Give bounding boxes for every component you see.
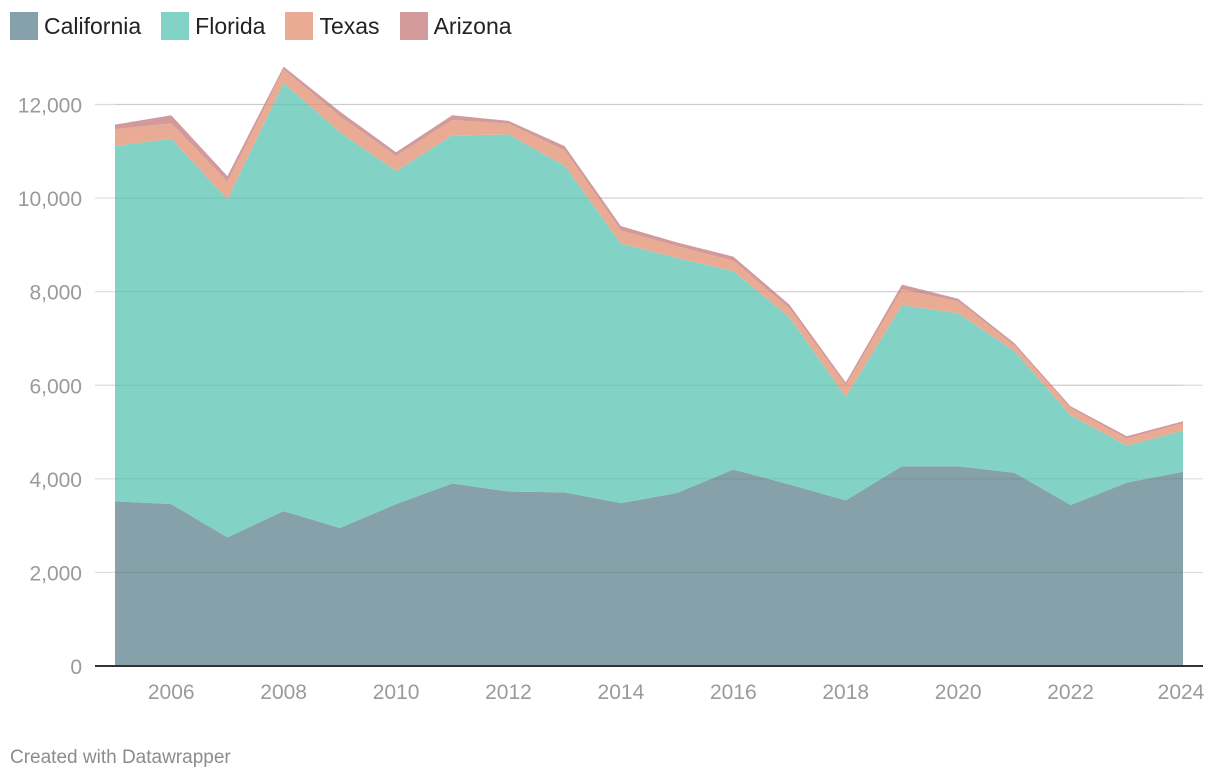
y-tick-label: 2,000 — [29, 562, 82, 585]
chart-legend: California Florida Texas Arizona — [10, 12, 512, 40]
y-tick-label: 0 — [70, 656, 82, 679]
x-tick-label: 2014 — [598, 681, 645, 704]
x-tick-label: 2022 — [1047, 681, 1094, 704]
y-tick-label: 10,000 — [18, 188, 82, 211]
credit-text: Created with Datawrapper — [10, 747, 231, 768]
x-tick-label: 2006 — [148, 681, 195, 704]
legend-label-florida: Florida — [195, 12, 266, 39]
x-tick-label: 2024 — [1158, 681, 1205, 704]
legend-swatch-california — [10, 12, 38, 40]
legend-item-california: California — [10, 12, 141, 40]
area-florida — [115, 82, 1183, 538]
legend-label-texas: Texas — [319, 12, 380, 39]
x-tick-label: 2012 — [485, 681, 532, 704]
area-series — [115, 66, 1183, 666]
x-tick-label: 2016 — [710, 681, 757, 704]
legend-swatch-arizona — [399, 12, 428, 40]
x-tick-label: 2008 — [260, 681, 307, 704]
legend-swatch-florida — [161, 12, 190, 40]
legend-item-arizona: Arizona — [399, 12, 512, 40]
area-california — [115, 466, 1183, 666]
legend-item-florida: Florida — [161, 12, 265, 40]
x-tick-label: 2018 — [822, 681, 869, 704]
legend-label-california: California — [44, 12, 142, 39]
x-tick-label: 2010 — [373, 681, 420, 704]
x-tick-label: 2020 — [935, 681, 982, 704]
legend-item-texas: Texas — [285, 12, 380, 40]
y-tick-label: 6,000 — [29, 375, 82, 398]
y-tick-label: 12,000 — [18, 95, 82, 118]
y-tick-label: 8,000 — [29, 282, 82, 305]
legend-label-arizona: Arizona — [433, 12, 512, 39]
axes: 0 2,000 4,000 6,000 8,000 10,000 12,000 2006 200… — [18, 95, 1205, 705]
y-tick-label: 4,000 — [29, 469, 82, 492]
legend-swatch-texas — [285, 12, 314, 40]
